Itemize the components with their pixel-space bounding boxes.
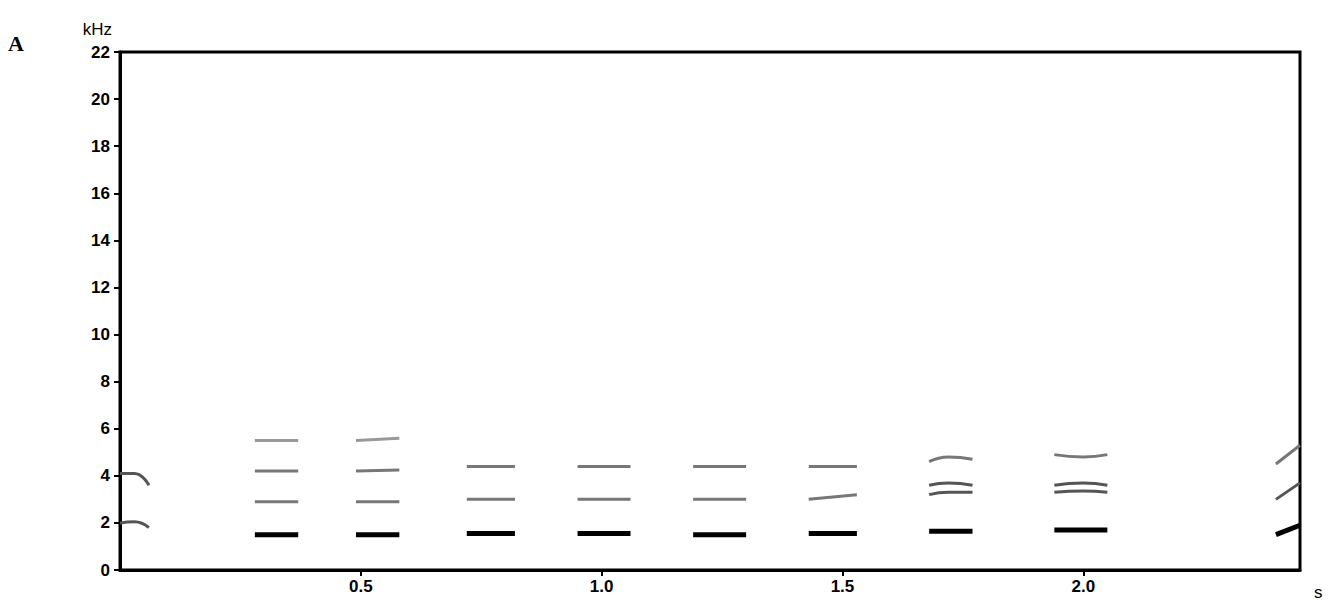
- svg-text:1.0: 1.0: [590, 577, 614, 596]
- svg-text:12: 12: [91, 278, 110, 297]
- svg-text:10: 10: [91, 325, 110, 344]
- svg-text:2: 2: [101, 513, 110, 532]
- svg-text:2.0: 2.0: [1071, 577, 1095, 596]
- svg-text:A: A: [8, 31, 24, 56]
- svg-text:20: 20: [91, 90, 110, 109]
- svg-text:0.5: 0.5: [349, 577, 373, 596]
- svg-text:18: 18: [91, 137, 110, 156]
- svg-text:s: s: [1314, 583, 1323, 602]
- svg-text:kHz: kHz: [83, 20, 112, 39]
- svg-text:8: 8: [101, 372, 110, 391]
- svg-text:16: 16: [91, 184, 110, 203]
- svg-text:4: 4: [101, 466, 111, 485]
- svg-text:22: 22: [91, 43, 110, 62]
- svg-text:6: 6: [101, 419, 110, 438]
- svg-text:0: 0: [101, 561, 110, 580]
- svg-text:14: 14: [91, 231, 110, 250]
- svg-text:1.5: 1.5: [831, 577, 855, 596]
